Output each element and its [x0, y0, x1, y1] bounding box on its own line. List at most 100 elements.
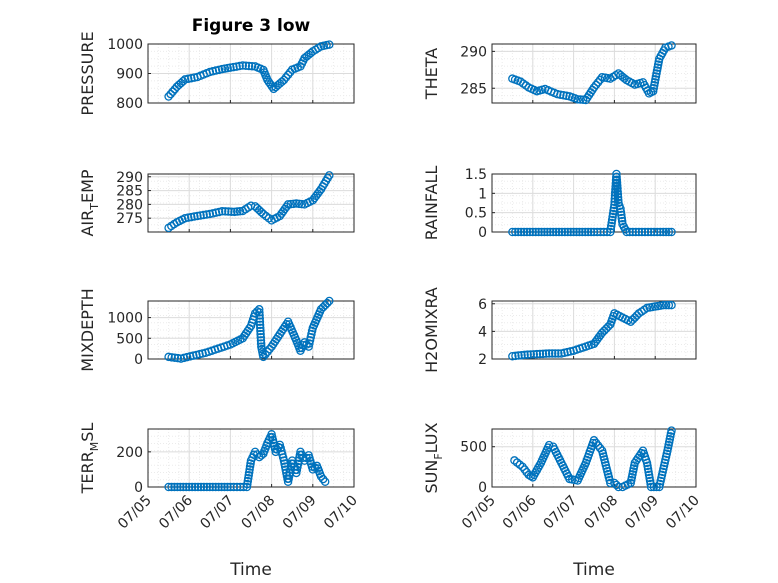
data-point [519, 227, 529, 237]
data-point [187, 482, 197, 492]
data-point [612, 175, 622, 185]
data-point [305, 339, 314, 348]
data-point [305, 336, 315, 345]
data-point [307, 329, 316, 339]
data-point [306, 332, 315, 342]
data-point [223, 482, 232, 492]
axes-frame [147, 43, 355, 104]
data-point [535, 349, 545, 359]
y-tick-label: 0 [134, 352, 143, 368]
y-axis-label: TERRMSL [78, 423, 101, 495]
data-point [659, 227, 668, 237]
data-point [167, 353, 176, 362]
data-point [233, 207, 242, 216]
data-point [572, 227, 581, 237]
data-point [202, 210, 211, 219]
data-point [180, 75, 190, 84]
data-point [578, 95, 588, 105]
y-tick-label: 0.5 [465, 206, 487, 222]
data-point [644, 467, 653, 477]
data-point [531, 227, 540, 237]
y-tick-label: 500 [116, 331, 143, 347]
figure-title: Figure 3 low [192, 16, 311, 36]
data-point [546, 227, 555, 237]
data-point [293, 459, 303, 469]
data-point [164, 352, 173, 362]
data-point [540, 227, 549, 237]
data-point [267, 82, 277, 91]
y-tick-label: 800 [116, 96, 143, 112]
data-point [642, 458, 652, 468]
axes-frame [491, 428, 697, 488]
data-point [256, 323, 265, 333]
y-axis-label: THETA [422, 48, 441, 100]
data-point [256, 332, 266, 342]
x-tick-label: 07/10 [321, 493, 361, 533]
data-point [224, 207, 233, 216]
data-point [279, 75, 289, 85]
data-point [220, 482, 229, 492]
data-point [244, 473, 253, 483]
data-point [217, 482, 226, 492]
data-point [652, 227, 662, 237]
data-point [208, 482, 217, 492]
data-point [667, 300, 676, 310]
x-tick-label: 07/09 [622, 493, 662, 533]
data-point [547, 349, 557, 358]
data-point [294, 199, 304, 209]
data-point [544, 440, 554, 450]
data-point [661, 227, 671, 237]
data-point [190, 212, 199, 221]
data-point [606, 224, 616, 234]
y-tick-label: 0 [134, 480, 143, 496]
data-point [229, 62, 238, 72]
data-point [256, 326, 265, 336]
y-tick-label: 2 [478, 352, 487, 368]
data-point [164, 482, 173, 492]
data-point [526, 350, 536, 359]
data-point [551, 227, 561, 237]
data-point [593, 78, 603, 87]
y-tick-label: 285 [116, 184, 143, 200]
data-point [646, 227, 656, 237]
data-point [190, 482, 200, 492]
data-point [614, 195, 623, 205]
x-tick-label: 07/06 [500, 492, 540, 532]
data-point [544, 349, 554, 358]
data-point [613, 187, 622, 196]
data-point [241, 61, 251, 71]
data-point [170, 353, 180, 363]
y-tick-label: 285 [460, 81, 487, 97]
data-point [643, 461, 652, 471]
data-point [220, 207, 230, 216]
data-point [255, 311, 264, 320]
data-point [199, 482, 209, 492]
data-point [550, 349, 560, 358]
data-point [235, 207, 245, 216]
data-point [244, 468, 254, 477]
data-point [606, 227, 615, 237]
y-tick-label: 1000 [107, 37, 143, 53]
data-point [599, 227, 609, 237]
axes-frame [491, 43, 697, 104]
subplot-8: 07/05 07/06 07/07 07/08 07/09 07/10 0 500 SUNFLU… [422, 422, 703, 532]
data-point [242, 482, 252, 492]
data-point [548, 227, 558, 237]
data-point [537, 227, 546, 237]
data-point [637, 227, 647, 237]
data-point [593, 441, 603, 450]
data-point [589, 83, 599, 92]
data-point [591, 80, 601, 90]
data-point [196, 211, 205, 220]
data-point [283, 70, 293, 80]
data-point [292, 199, 301, 208]
subplot-2: 285 290 THETA [422, 41, 697, 105]
data-point [612, 172, 621, 182]
data-point [514, 351, 523, 360]
data-point [508, 351, 517, 361]
data-point [616, 207, 626, 217]
data-point [245, 465, 254, 474]
data-point [304, 342, 313, 351]
y-axis-label: PRESSURE [78, 31, 97, 115]
